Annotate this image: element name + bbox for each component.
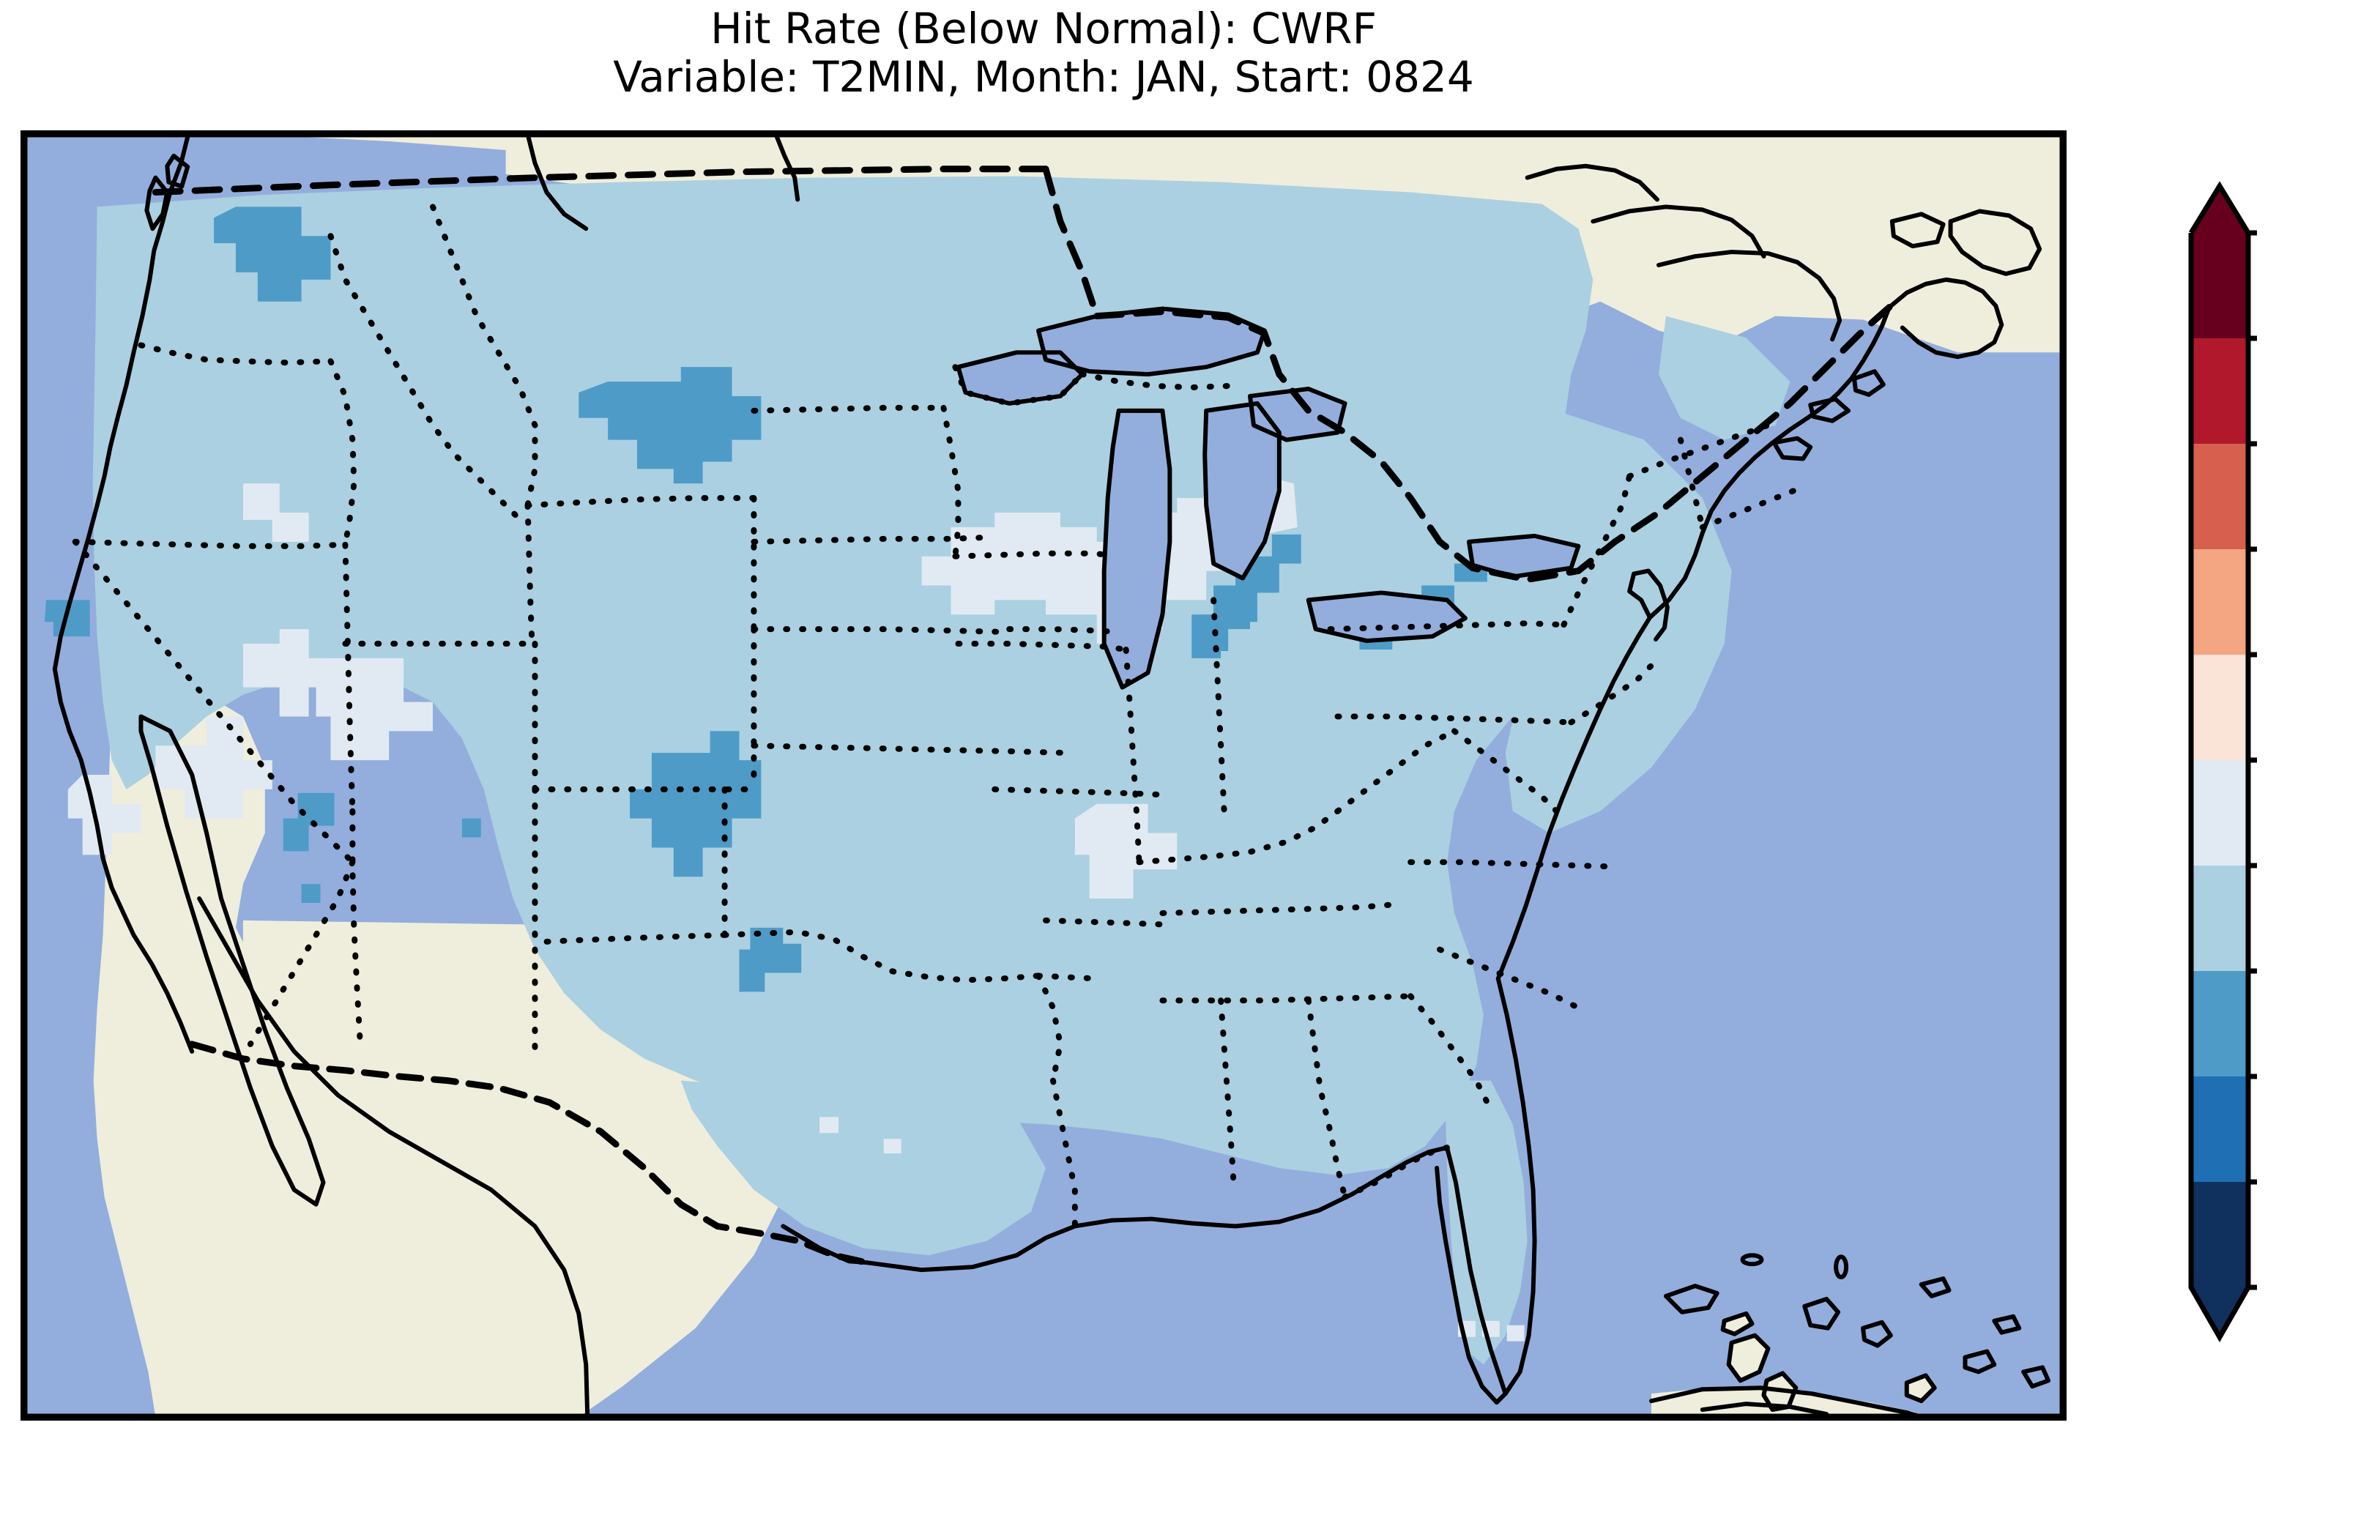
title-line-1: Hit Rate (Below Normal): CWRF (710, 4, 1377, 53)
cbar-band-0.8-0.9 (2191, 338, 2248, 444)
state-borders (72, 165, 1893, 1266)
cbar-band-0.5-0.6 (2191, 655, 2248, 760)
map-frame (24, 134, 2063, 1417)
cbar-band-0.4-0.5 (2191, 760, 2248, 866)
colorbar-ticks (2248, 230, 2257, 1290)
great-lakes (958, 308, 1579, 688)
figure-canvas: Hit Rate (Below Normal): CWRF Variable: … (0, 4, 2257, 1421)
cbar-band-0.9-1.0 (2191, 233, 2248, 338)
title-line-2: Variable: T2MIN, Month: JAN, Start: 0824 (613, 52, 1474, 102)
figure-title: Hit Rate (Below Normal): CWRF Variable: … (0, 4, 2087, 101)
cbar-band-0.3-0.4 (2191, 866, 2248, 971)
map-plot (24, 134, 2063, 1417)
cbar-band-0.0-0.1 (2191, 1182, 2248, 1287)
cbar-band-0.2-0.3 (2191, 971, 2248, 1076)
coastlines (52, 134, 2051, 1417)
colorbar-gradient (2188, 182, 2257, 1343)
colorbar[interactable]: 1.0 0.9 0.8 0.7 0.6 0.5 0.4 0.3 0.2 0.1 … (2188, 182, 2257, 1343)
band-0.2-0.3-cells (44, 207, 1487, 992)
colorbar-over-arrow (2191, 186, 2248, 233)
cbar-band-0.7-0.8 (2191, 444, 2248, 549)
colorbar-under-arrow (2191, 1287, 2248, 1337)
cbar-band-0.1-0.2 (2191, 1076, 2248, 1182)
map-axes (21, 130, 2067, 1421)
cbar-band-0.6-0.7 (2191, 549, 2248, 655)
